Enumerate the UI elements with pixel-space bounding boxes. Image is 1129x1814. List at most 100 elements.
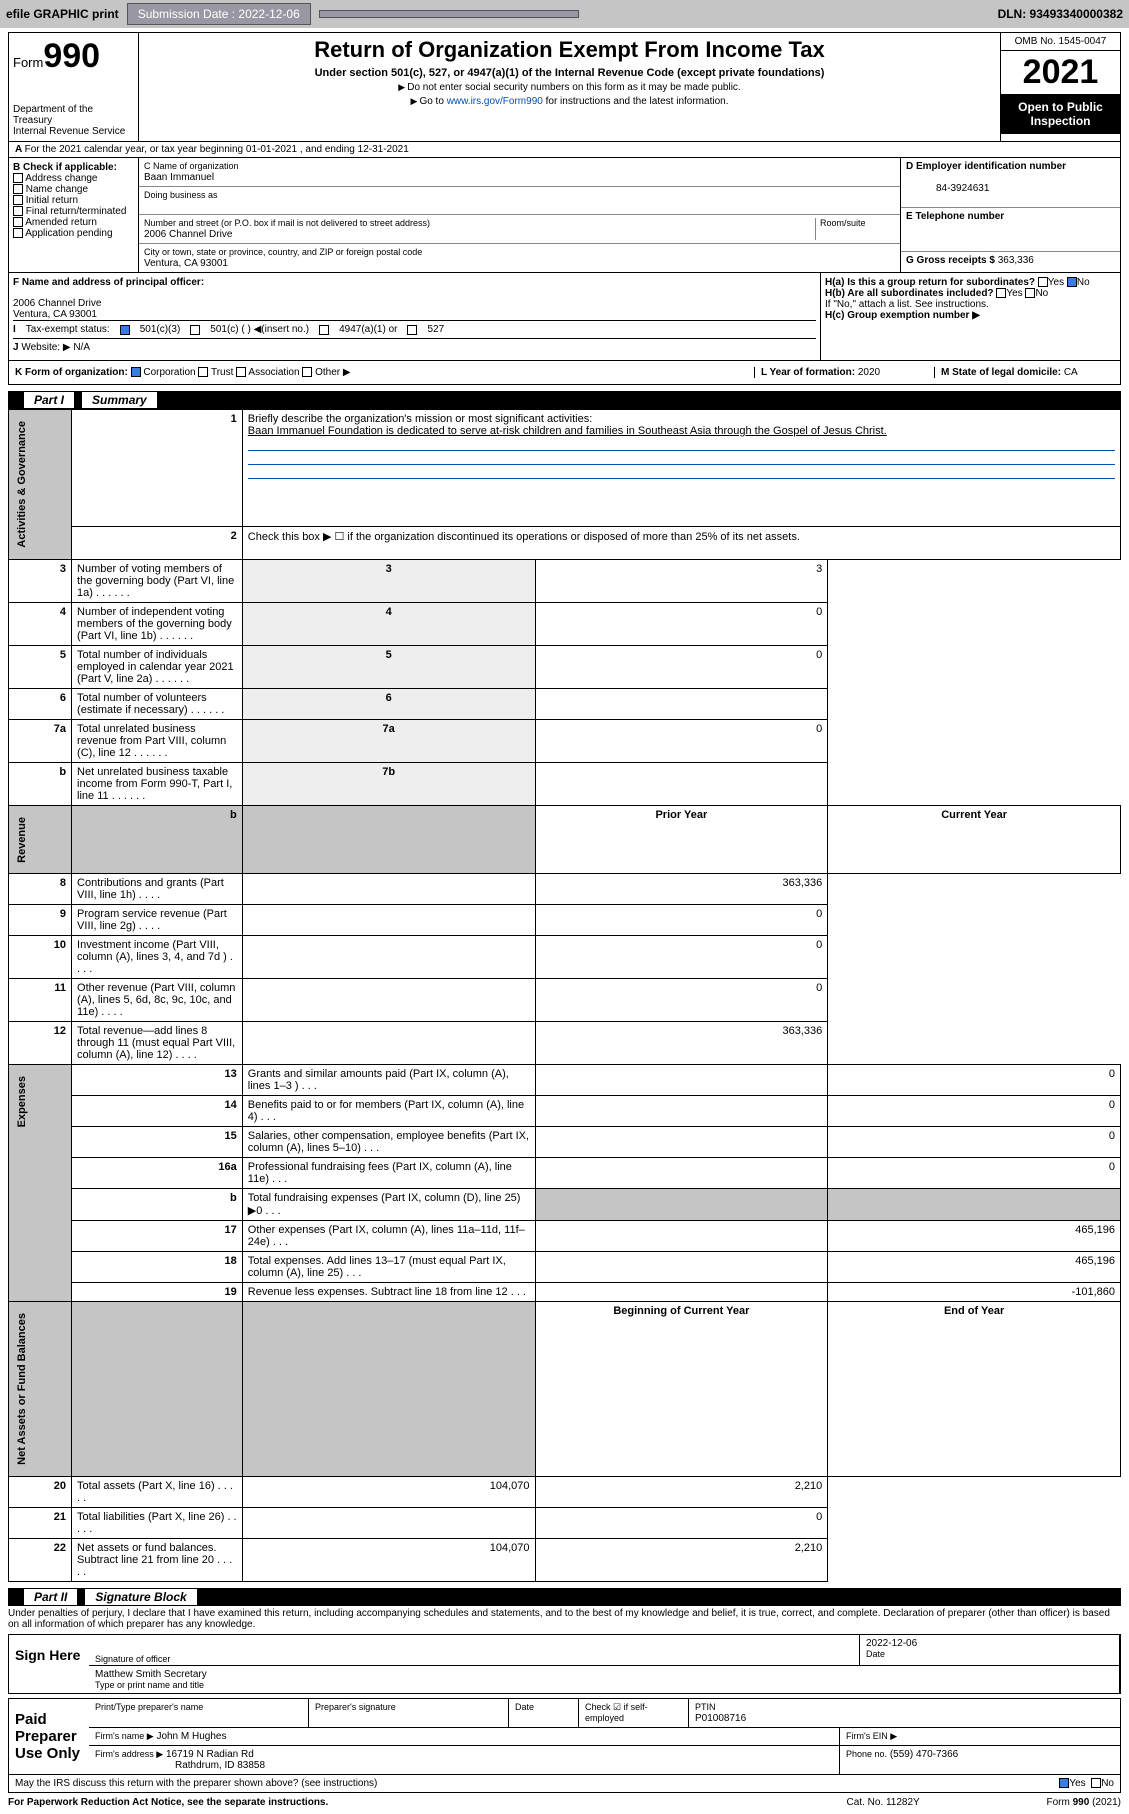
- sig-officer-label: Signature of officer: [95, 1654, 853, 1664]
- may-discuss-row: May the IRS discuss this return with the…: [8, 1775, 1121, 1793]
- 501c3-checkbox[interactable]: [120, 325, 130, 335]
- gross-label: G Gross receipts $: [906, 255, 995, 266]
- submission-date-btn[interactable]: Submission Date : 2022-12-06: [127, 3, 311, 25]
- ein-label: D Employer identification number: [906, 161, 1066, 172]
- catalog-number: Cat. No. 11282Y: [847, 1797, 1047, 1808]
- discuss-yes[interactable]: [1059, 1778, 1069, 1788]
- b-opt-checkbox[interactable]: [13, 228, 23, 238]
- self-employed-check: Check ☑ if self-employed: [585, 1702, 648, 1723]
- officer-addr1: 2006 Channel Drive: [13, 298, 816, 309]
- summary-table: Activities & Governance 1Briefly describ…: [8, 409, 1121, 1582]
- k-label: K Form of organization:: [15, 367, 128, 378]
- form-version: Form 990 (2021): [1047, 1797, 1121, 1808]
- sig-date: 2022-12-06: [866, 1638, 917, 1649]
- b-opt-checkbox[interactable]: [13, 195, 23, 205]
- form-subtitle: Under section 501(c), 527, or 4947(a)(1)…: [143, 67, 996, 79]
- efile-label: efile GRAPHIC print: [6, 7, 119, 21]
- ptin-value: P01008716: [695, 1713, 746, 1724]
- b-opt-checkbox[interactable]: [13, 173, 23, 183]
- firm-name: John M Hughes: [156, 1731, 226, 1742]
- section-k: K Form of organization: Corporation Trus…: [8, 361, 1121, 385]
- city-label: City or town, state or province, country…: [144, 247, 422, 257]
- dba-label: Doing business as: [144, 190, 218, 200]
- addr-label: Number and street (or P.O. box if mail i…: [144, 218, 430, 228]
- ha-no[interactable]: [1067, 277, 1077, 287]
- officer-name: Matthew Smith Secretary: [95, 1669, 207, 1680]
- prep-date-label: Date: [515, 1702, 534, 1712]
- mission-text: Baan Immanuel Foundation is dedicated to…: [248, 425, 887, 437]
- col-current-year: Current Year: [828, 805, 1121, 874]
- ha-yes[interactable]: [1038, 277, 1048, 287]
- firm-ein-label: Firm's EIN ▶: [846, 1731, 897, 1741]
- paid-preparer-block: Paid Preparer Use Only Print/Type prepar…: [8, 1698, 1121, 1775]
- f-label: F Name and address of principal officer:: [13, 277, 204, 288]
- org-name: Baan Immanuel: [144, 172, 214, 183]
- form-header: Form990 Department of the Treasury Inter…: [8, 32, 1121, 142]
- hb-no[interactable]: [1025, 288, 1035, 298]
- perjury-declaration: Under penalties of perjury, I declare th…: [8, 1606, 1121, 1632]
- firm-addr1: 16719 N Radian Rd: [166, 1749, 254, 1760]
- officer-addr2: Ventura, CA 93001: [13, 309, 816, 320]
- c-label: C Name of organization: [144, 161, 239, 171]
- blank-btn[interactable]: [319, 10, 579, 18]
- tax-status-label: Tax-exempt status:: [26, 324, 110, 335]
- dept-label: Department of the Treasury Internal Reve…: [13, 104, 134, 137]
- hc-label: H(c) Group exemption number ▶: [825, 310, 980, 321]
- part-i-header: Part ISummary: [8, 391, 1121, 409]
- b-opt-checkbox[interactable]: [13, 206, 23, 216]
- entity-section: B Check if applicable: Address change Na…: [8, 158, 1121, 273]
- room-label: Room/suite: [820, 218, 866, 228]
- prep-name-label: Print/Type preparer's name: [95, 1702, 203, 1712]
- prep-sig-label: Preparer's signature: [315, 1702, 396, 1712]
- top-bar: efile GRAPHIC print Submission Date : 20…: [0, 0, 1129, 28]
- hb-yes[interactable]: [996, 288, 1006, 298]
- k-opt-checkbox[interactable]: [302, 367, 312, 377]
- l1-label: Briefly describe the organization's miss…: [248, 413, 592, 425]
- l2-label: Check this box ▶ ☐ if the organization d…: [242, 527, 1120, 559]
- part-ii-header: Part IISignature Block: [8, 1588, 1121, 1606]
- firm-phone: (559) 470-7366: [890, 1749, 958, 1760]
- paid-preparer-label: Paid Preparer Use Only: [9, 1699, 89, 1774]
- 4947-checkbox[interactable]: [319, 325, 329, 335]
- tax-year: 2021: [1001, 51, 1120, 94]
- address: 2006 Channel Drive: [144, 229, 232, 240]
- form-number: Form990: [13, 37, 134, 76]
- hno-note: If "No," attach a list. See instructions…: [825, 299, 1116, 310]
- section-f-h: F Name and address of principal officer:…: [8, 273, 1121, 361]
- line-a: A For the 2021 calendar year, or tax yea…: [8, 142, 1121, 158]
- vtab-rev: Revenue: [14, 809, 30, 871]
- website-value: N/A: [73, 342, 90, 353]
- irs-link[interactable]: www.irs.gov/Form990: [447, 96, 543, 107]
- pra-notice: For Paperwork Reduction Act Notice, see …: [8, 1797, 847, 1808]
- year-formation: 2020: [858, 367, 880, 378]
- b-label: B Check if applicable:: [13, 162, 117, 173]
- col-bcy: Beginning of Current Year: [535, 1302, 828, 1477]
- firm-addr2: Rathdrum, ID 83858: [95, 1760, 265, 1771]
- open-inspection: Open to Public Inspection: [1001, 94, 1120, 134]
- k-opt-checkbox[interactable]: [198, 367, 208, 377]
- form-title: Return of Organization Exempt From Incom…: [143, 37, 996, 63]
- hb-label: H(b) Are all subordinates included?: [825, 288, 994, 299]
- col-prior-year: Prior Year: [535, 805, 828, 874]
- website-label: Website: ▶: [21, 342, 70, 353]
- col-eoy: End of Year: [828, 1302, 1121, 1477]
- discuss-no[interactable]: [1091, 1778, 1101, 1788]
- state-domicile: CA: [1064, 367, 1078, 378]
- city: Ventura, CA 93001: [144, 258, 228, 269]
- inst-ssn: Do not enter social security numbers on …: [143, 82, 996, 93]
- dln-label: DLN: 93493340000382: [998, 7, 1123, 21]
- k-opt-checkbox[interactable]: [131, 367, 141, 377]
- 501c-checkbox[interactable]: [190, 325, 200, 335]
- ein-value: 84-3924631: [906, 183, 989, 194]
- inst-link: Go to www.irs.gov/Form990 for instructio…: [143, 96, 996, 107]
- vtab-gov: Activities & Governance: [14, 413, 30, 556]
- sign-here-block: Sign Here Signature of officer2022-12-06…: [8, 1634, 1121, 1694]
- b-opt-checkbox[interactable]: [13, 184, 23, 194]
- k-opt-checkbox[interactable]: [236, 367, 246, 377]
- 527-checkbox[interactable]: [407, 325, 417, 335]
- phone-label: E Telephone number: [906, 211, 1004, 222]
- b-opt-checkbox[interactable]: [13, 217, 23, 227]
- l-label: L Year of formation:: [761, 367, 855, 378]
- omb-number: OMB No. 1545-0047: [1001, 33, 1120, 51]
- gross-value: 363,336: [998, 255, 1034, 266]
